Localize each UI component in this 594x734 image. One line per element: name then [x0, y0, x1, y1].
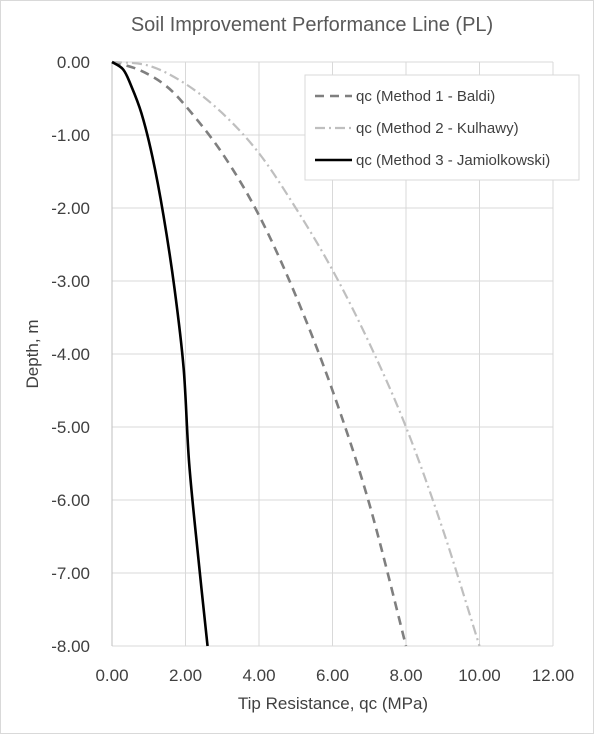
x-tick-label: 6.00: [316, 666, 349, 685]
y-tick-label: -1.00: [51, 126, 90, 145]
y-tick-label: -7.00: [51, 564, 90, 583]
y-tick-label: -5.00: [51, 418, 90, 437]
series-line-2: [111, 60, 481, 647]
x-tick-label: 2.00: [169, 666, 202, 685]
y-axis-label: Depth, m: [23, 320, 42, 389]
legend-label-2: qc (Method 2 - Kulhawy): [356, 120, 519, 137]
y-tick-label: -6.00: [51, 491, 90, 510]
series-line-1: [111, 60, 408, 647]
series-group: [111, 60, 481, 647]
x-tick-label: 12.00: [532, 666, 575, 685]
series-line-3: [111, 60, 209, 647]
tick-labels: 0.00 2.00 4.00 6.00 8.00 10.00 12.00 0.00 -1.00 -…: [51, 53, 574, 685]
y-tick-label: -3.00: [51, 272, 90, 291]
chart-title: Soil Improvement Performance Line (PL): [131, 14, 493, 36]
x-tick-label: 8.00: [389, 666, 422, 685]
x-tick-label: 10.00: [458, 666, 501, 685]
x-axis-label: Tip Resistance, qc (MPa): [238, 694, 428, 713]
x-tick-label: 0.00: [95, 666, 128, 685]
legend: qc (Method 1 - Baldi) qc (Method 2 - Kulh…: [304, 74, 580, 181]
y-tick-label: 0.00: [57, 53, 90, 72]
y-tick-label: -8.00: [51, 637, 90, 656]
y-tick-label: -4.00: [51, 345, 90, 364]
legend-label-1: qc (Method 1 - Baldi): [356, 88, 495, 105]
y-tick-label: -2.00: [51, 199, 90, 218]
legend-label-3: qc (Method 3 - Jamiolkowski): [356, 152, 550, 169]
x-tick-label: 4.00: [242, 666, 275, 685]
